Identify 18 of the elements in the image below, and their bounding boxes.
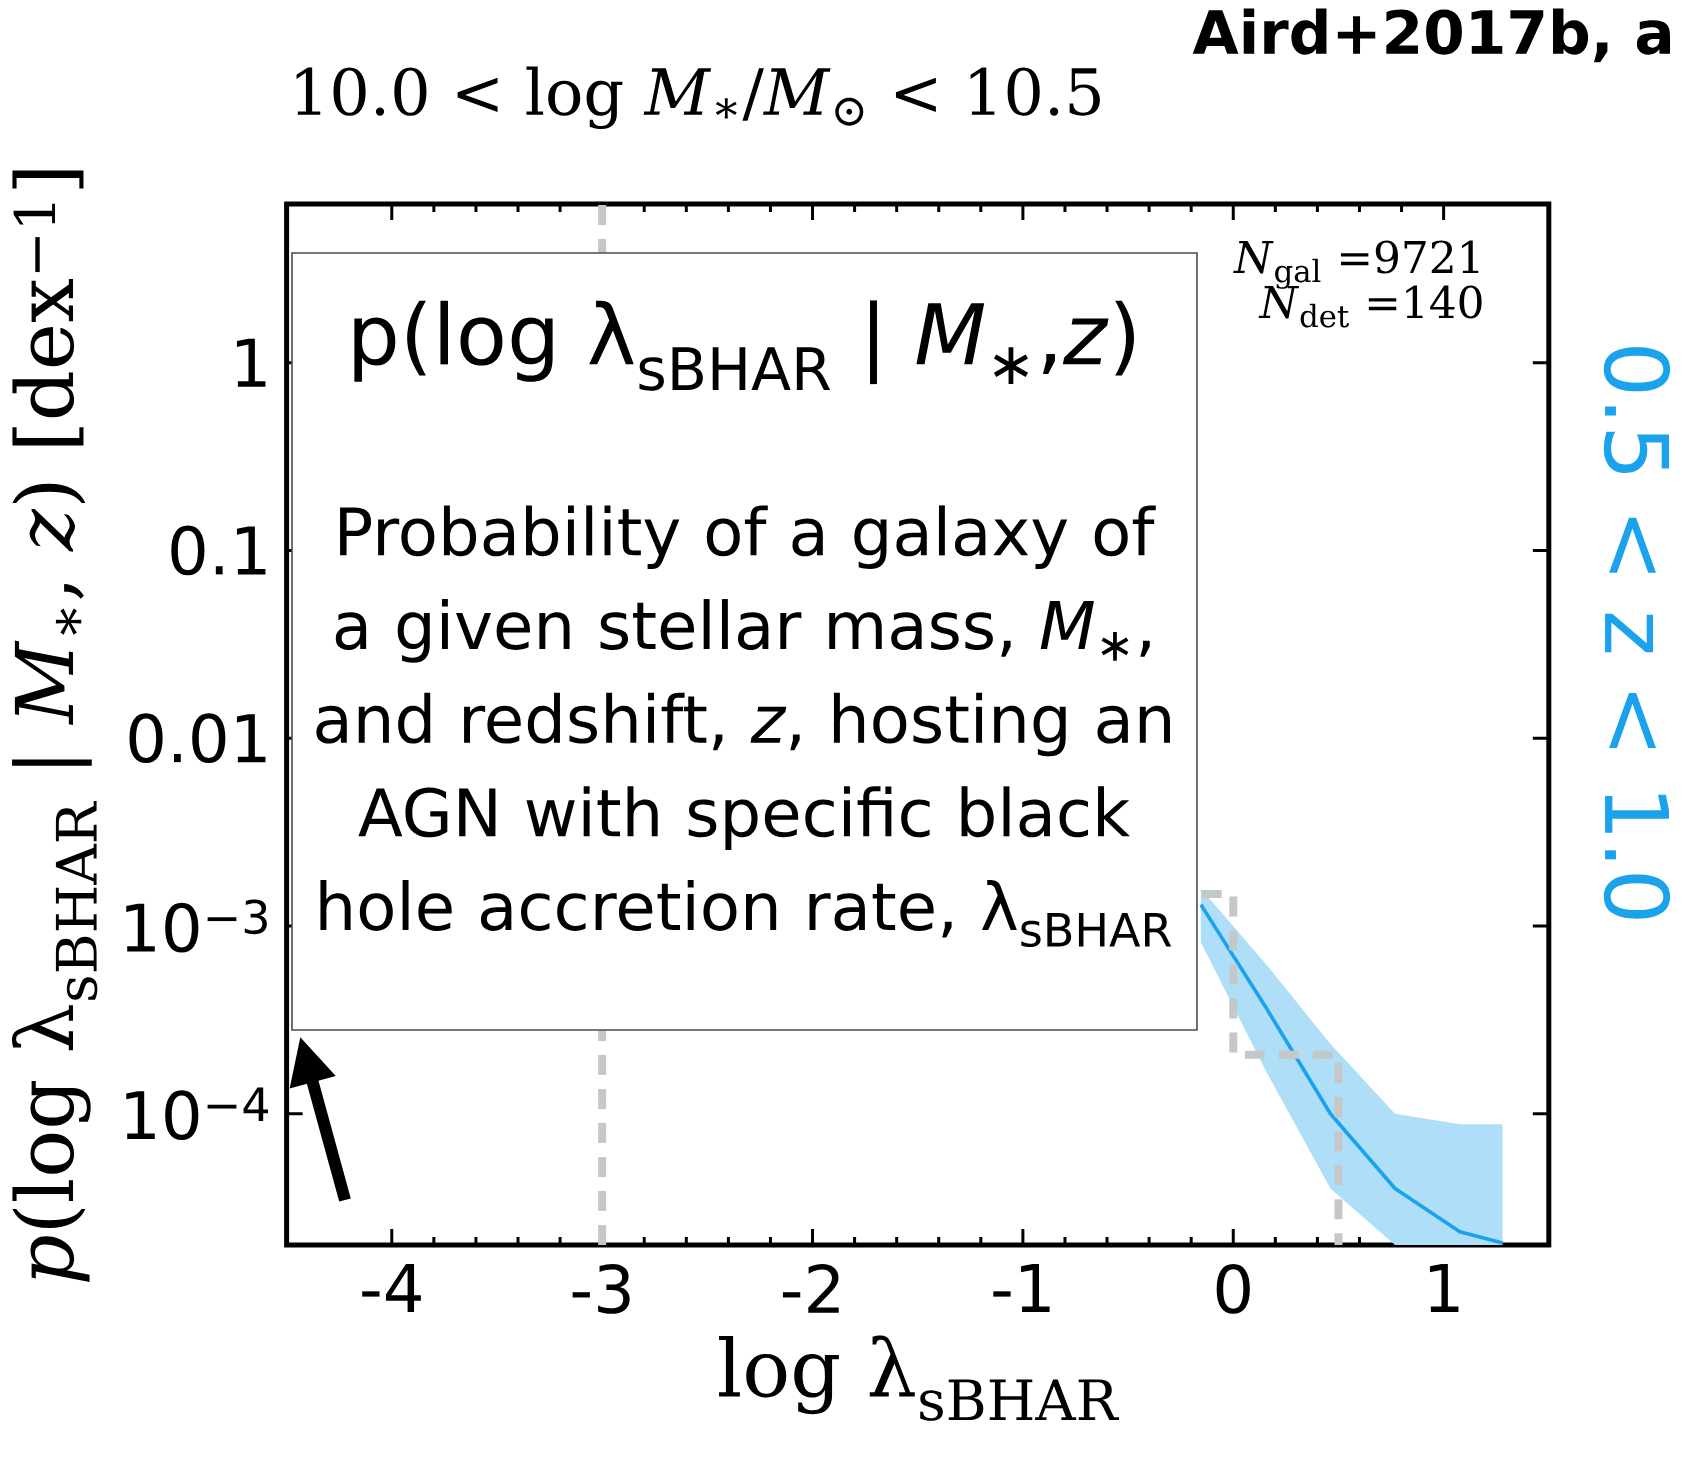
y-tick-label: 0.1 [171,525,266,576]
chart-title: 10.0 < log M$_{∗}$/M$_{⊙}$ < 10.5 [296,66,1100,129]
text: Probability of a galaxy of a given stellar mass, M$_{∗}$, and redshift, z, hosting an AGN with specific black hole accretion rate, λ$_{sBHAR}$ [316,505,1172,948]
x-tick-label: -2 [782,1264,839,1313]
annotation: p(log λ$_{sBHAR}$ | M$_{∗}$,z) [354,300,1134,391]
x-axis-title: log λ$_{sBHAR}$ [719,1335,1119,1421]
x-tick-label: 1 [1429,1264,1459,1312]
text: Aird+2017b, a [1192,8,1670,63]
text: 0.5 < z < 1.0 [1603,347,1671,919]
text: p(log λ$_{sBHAR}$ | M$_{∗}$, z) [dex$^{−1}$] [12,170,98,1282]
y-tick-label: 0.01 [129,713,266,764]
x-tick-label: 0 [1216,1264,1250,1314]
x-tick-label: -3 [572,1264,630,1314]
y-tick-label: 1 [236,338,266,387]
x-tick-label: -1 [993,1264,1050,1312]
y-tick-label: 10$^{−4}$ [126,1087,268,1140]
y-tick-label: 10$^{−3}$ [126,899,267,953]
x-tick-label: -4 [362,1264,421,1312]
